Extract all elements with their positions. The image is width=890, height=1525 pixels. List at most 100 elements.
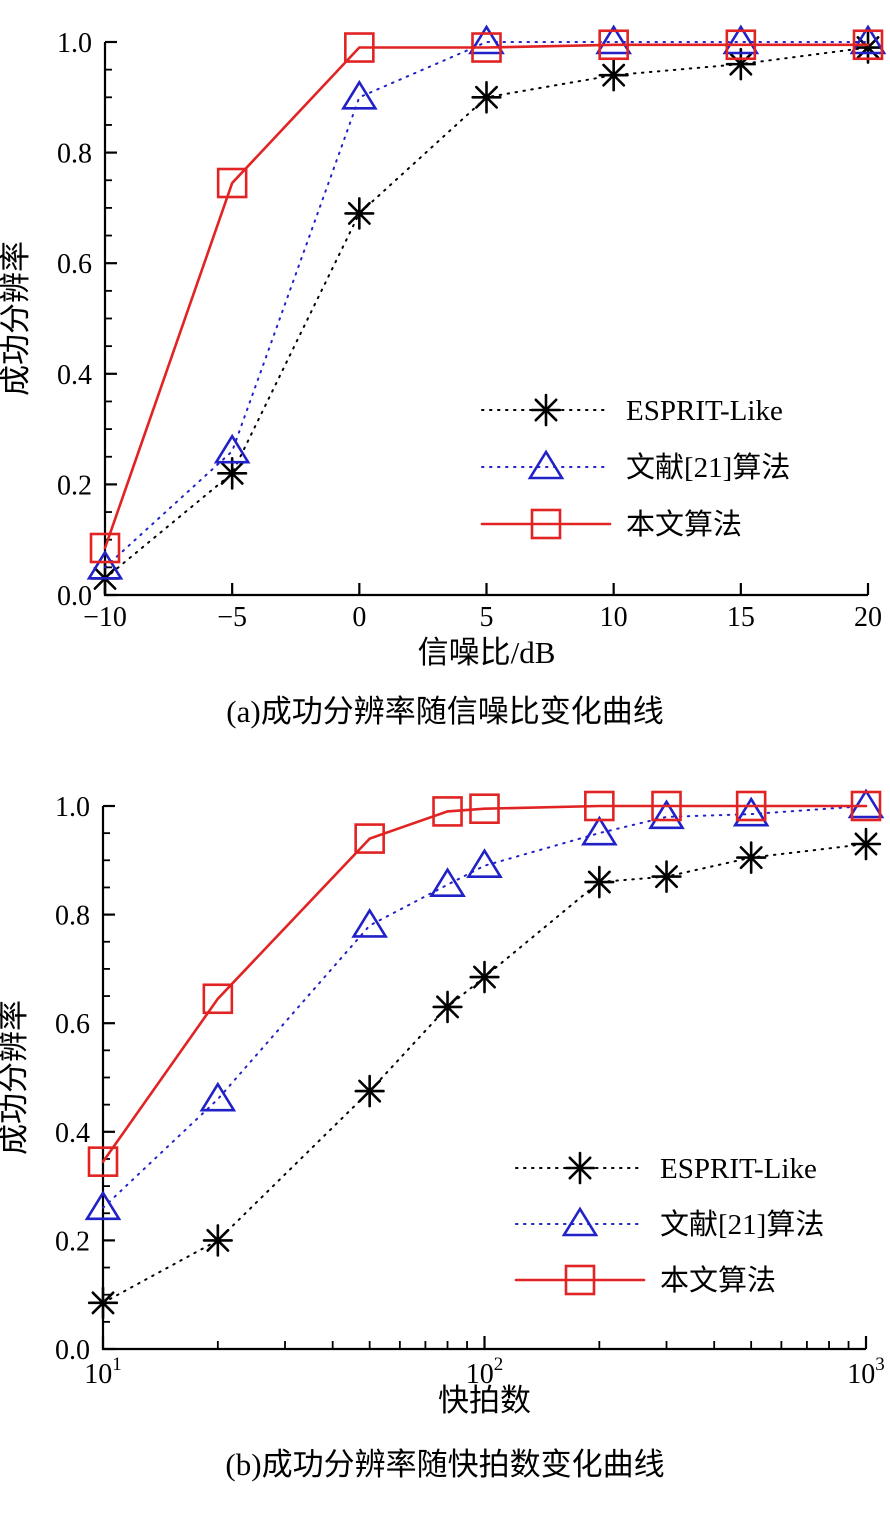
square-marker xyxy=(469,793,500,825)
y-tick-label: 0.6 xyxy=(57,249,92,280)
y-tick-label: 0.2 xyxy=(55,1226,90,1257)
triangle-marker xyxy=(84,1190,122,1221)
asterisk-marker xyxy=(358,1079,382,1103)
square-marker xyxy=(725,29,757,61)
series-line xyxy=(104,46,869,580)
square-marker xyxy=(530,508,562,540)
y-tick-label: 0.6 xyxy=(55,1009,90,1040)
y-axis-label: 成功分辨率 xyxy=(0,241,33,396)
triangle-marker xyxy=(351,907,388,938)
triangle-marker xyxy=(466,848,503,879)
y-tick-label: 0.0 xyxy=(57,581,92,612)
x-tick-label: 5 xyxy=(480,602,494,633)
x-tick-label: 101 xyxy=(84,1354,122,1390)
series-square xyxy=(89,29,884,564)
square-marker xyxy=(354,823,385,854)
y-tick-label: 0.8 xyxy=(55,901,90,932)
asterisk-marker xyxy=(655,865,679,889)
y-tick-label: 0.0 xyxy=(55,1335,90,1366)
triangle-marker xyxy=(527,449,565,480)
chart-a-caption: (a)成功分辨率随信噪比变化曲线 xyxy=(226,694,664,729)
series-square xyxy=(87,790,882,1177)
figure-panel-b: 0.0 0.2 0.4 0.6 0.8 1.0 101 102 103 快拍数 成功分辨率 ESPRI… xyxy=(0,770,890,1490)
square-marker xyxy=(850,790,882,822)
y-tick-label: 1.0 xyxy=(55,792,90,823)
triangle-marker xyxy=(429,867,466,898)
square-marker xyxy=(852,29,884,61)
asterisk-marker xyxy=(534,398,558,422)
legend-label: 文献[21]算法 xyxy=(660,1208,824,1241)
triangle-marker xyxy=(595,24,632,55)
legend-label: 本文算法 xyxy=(660,1264,776,1297)
triangle-marker xyxy=(213,433,251,464)
triangle-marker xyxy=(648,799,685,830)
square-marker xyxy=(344,32,375,63)
series-triangle xyxy=(86,24,887,580)
triangle-marker xyxy=(732,796,770,827)
x-tick-label: 20 xyxy=(854,602,882,633)
x-tick-label: 0 xyxy=(352,602,366,633)
square-marker xyxy=(89,532,121,564)
asterisk-marker xyxy=(220,461,244,485)
asterisk-marker xyxy=(602,63,626,87)
y-tick-label: 1.0 xyxy=(57,28,92,59)
y-tick-label: 0.4 xyxy=(55,1118,90,1149)
triangle-marker xyxy=(561,1206,599,1237)
y-tick-label: 0.4 xyxy=(57,360,92,391)
y-tick-label: 0.2 xyxy=(57,470,92,501)
asterisk-marker xyxy=(472,965,497,989)
triangle-marker xyxy=(199,1081,237,1112)
triangle-marker xyxy=(86,549,124,580)
legend-label: 本文算法 xyxy=(626,508,742,541)
asterisk-marker xyxy=(856,36,880,60)
x-tick-label: 15 xyxy=(727,602,755,633)
asterisk-marker xyxy=(729,52,753,76)
x-axis-label: 快拍数 xyxy=(438,1383,531,1418)
series-line xyxy=(104,41,869,569)
x-tick-label: 103 xyxy=(847,1354,885,1390)
triangle-marker xyxy=(341,79,378,110)
series-asterisk xyxy=(89,31,884,595)
series-line xyxy=(103,43,870,550)
asterisk-marker xyxy=(568,1156,592,1180)
x-tick-label: 10 xyxy=(600,602,628,633)
x-tick-label: −10 xyxy=(83,602,127,633)
asterisk-marker xyxy=(587,870,611,894)
legend-label: ESPRIT-Like xyxy=(626,395,783,427)
y-tick-label: 0.8 xyxy=(57,139,92,170)
square-marker xyxy=(735,790,767,822)
square-marker xyxy=(471,32,502,63)
square-marker xyxy=(564,1264,596,1296)
square-marker xyxy=(216,167,248,199)
triangle-marker xyxy=(581,815,618,846)
figure-panel-a: 0.0 0.2 0.4 0.6 0.8 1.0 −10 −5 0 5 10 15 20 信噪比/dB 成功分… xyxy=(0,0,890,737)
asterisk-marker xyxy=(347,201,371,225)
asterisk-marker xyxy=(854,832,878,856)
x-axis-label: 信噪比/dB xyxy=(418,635,556,670)
asterisk-marker xyxy=(91,1291,115,1315)
axes: 0.0 0.2 0.4 0.6 0.8 1.0 −10 −5 0 5 10 15 20 xyxy=(57,28,882,633)
legend-label: ESPRIT-Like xyxy=(660,1153,817,1185)
chart-b-caption: (b)成功分辨率随快拍数变化曲线 xyxy=(225,1447,665,1482)
axis-lines xyxy=(103,42,868,597)
series-asterisk xyxy=(87,827,882,1320)
legend-label: 文献[21]算法 xyxy=(626,451,790,484)
series-line xyxy=(101,804,868,1164)
triangle-marker xyxy=(722,24,760,55)
triangle-marker xyxy=(468,24,505,55)
asterisk-marker xyxy=(474,85,499,109)
square-marker xyxy=(87,1146,119,1177)
square-marker xyxy=(651,790,682,822)
y-axis-label: 成功分辨率 xyxy=(0,1000,31,1155)
square-marker xyxy=(202,983,234,1015)
square-marker xyxy=(598,29,629,61)
square-marker xyxy=(584,790,615,822)
chart-a-canvas: 0.0 0.2 0.4 0.6 0.8 1.0 −10 −5 0 5 10 15 20 信噪比/dB 成功分… xyxy=(0,24,887,670)
asterisk-marker xyxy=(739,846,763,870)
asterisk-marker xyxy=(206,1228,230,1252)
series-triangle xyxy=(84,788,885,1221)
